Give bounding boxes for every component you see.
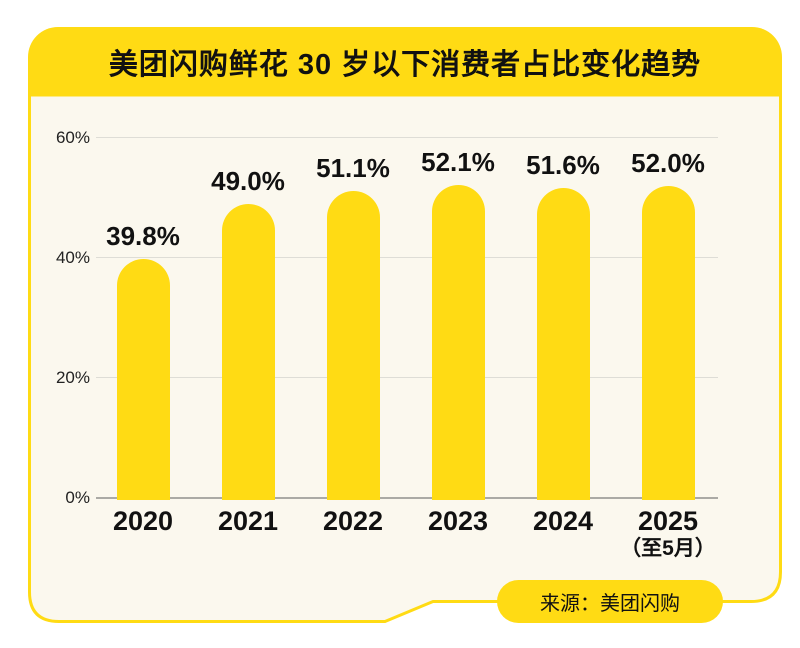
y-axis-tick-label: 60% [55,128,90,147]
x-axis-label-2023: 2023 [427,506,489,536]
bar-2021 [221,204,275,500]
bar-value-label-2023: 52.1% [421,147,495,178]
card-bubble-path [28,93,782,623]
y-axis-tick-label: 20% [55,368,90,387]
x-axis-sublabel-2025: （至5月） [620,537,716,561]
x-axis-label-2022: 2022 [322,506,384,536]
title-banner: 美团闪购鲜花 30 岁以下消费者占比变化趋势 [28,27,782,96]
chart-plot-area: 0% 20% 40% 60% 39.8% 2020 49.0% 2021 51.1% 2022 52… [28,96,782,623]
x-axis-label-2021: 2021 [217,506,279,536]
x-axis-label-2024: 2024 [532,506,594,536]
bar-value-label-2022: 51.1% [316,153,390,184]
gridline-20% [96,377,718,378]
bar-2020 [116,259,170,500]
source-label: 来源：美团闪购 [540,593,680,615]
bar-2023 [431,185,485,500]
y-axis-tick-label: 40% [55,248,90,267]
chart-title: 美团闪购鲜花 30 岁以下消费者占比变化趋势 [108,48,702,81]
gridline-40% [96,257,718,258]
bar-value-label-2025: 52.0% [631,148,705,178]
bar-2024 [536,188,590,500]
bar-value-label-2020: 39.8% [106,221,180,252]
bar-value-label-2024: 51.6% [526,150,600,181]
bar-2025 [641,186,695,500]
x-axis-baseline [96,497,718,499]
y-axis-tick-label: 0% [65,488,90,507]
bar-2022 [326,191,380,500]
x-axis-label-2025: 2025 （至5月） [620,506,716,561]
bar-value-label-2021: 49.0% [211,166,285,196]
source-badge: 来源：美团闪购 [497,580,723,623]
gridline-60% [96,137,718,138]
x-axis-label-2020: 2020 [112,506,174,536]
